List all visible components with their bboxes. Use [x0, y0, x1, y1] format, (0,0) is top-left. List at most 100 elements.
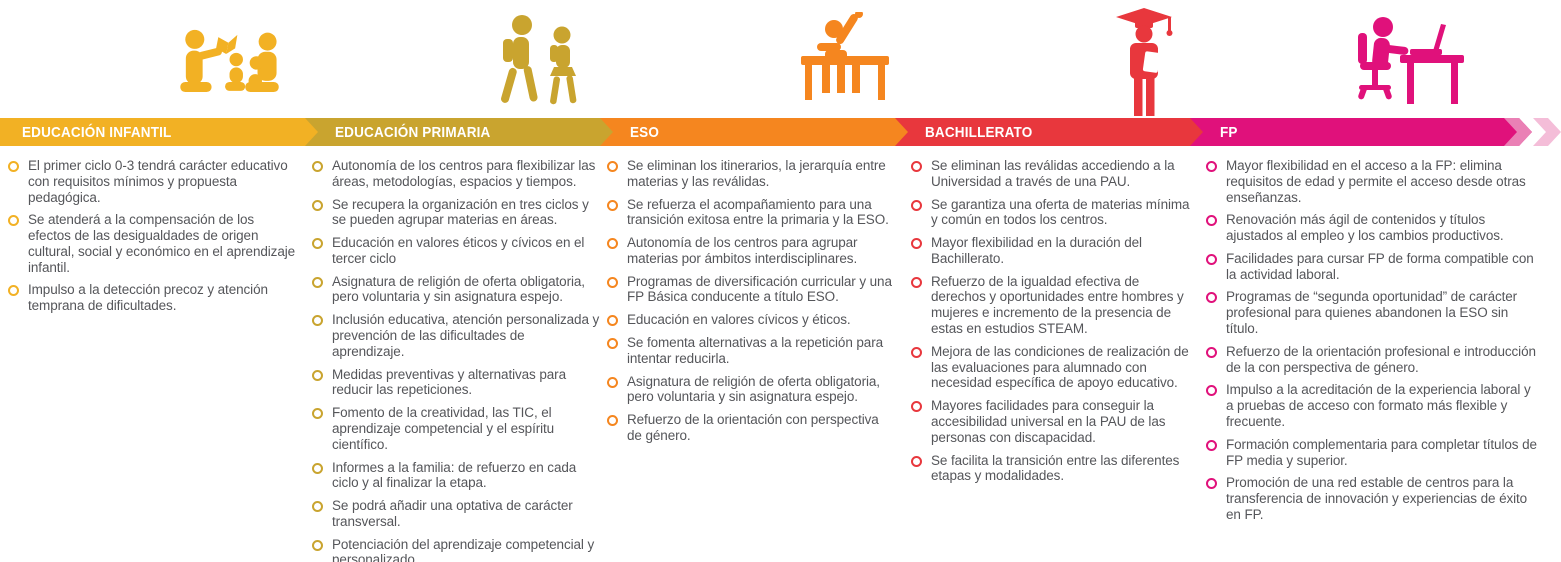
bullet-item: Informes a la familia: de refuerzo en ca… — [312, 460, 600, 492]
stage-banner-fp: FP — [1190, 118, 1532, 146]
bullet-text: Mejora de las condiciones de realización… — [931, 343, 1189, 391]
bullet-item: Programas de “segunda oportunidad” de ca… — [1206, 289, 1541, 336]
bullet-item: Asignatura de religión de oferta obligat… — [312, 274, 600, 306]
bullet-item: Refuerzo de la igualdad efectiva de dere… — [911, 274, 1193, 337]
bullet-ring-icon — [607, 161, 618, 172]
bullet-ring-icon — [312, 161, 323, 172]
bullet-ring-icon — [1206, 215, 1217, 227]
worker-laptop-desk-icon — [1352, 16, 1470, 118]
bullet-text: Autonomía de los centros para flexibiliz… — [332, 158, 596, 189]
bullet-text: Se eliminan los itinerarios, la jerarquí… — [627, 158, 886, 189]
bullet-text: El primer ciclo 0-3 tendrá carácter educ… — [28, 158, 288, 205]
bullet-ring-icon — [1206, 253, 1217, 265]
bullet-text: Impulso a la detección precoz y atención… — [28, 282, 268, 314]
bullet-item: Mayor flexibilidad en el acceso a la FP:… — [1206, 158, 1541, 205]
walking-students-icon — [492, 14, 587, 118]
bullet-text: Impulso a la acreditación de la experien… — [1226, 382, 1531, 429]
bullet-ring-icon — [911, 238, 922, 250]
bullet-text: Medidas preventivas y alternativas para … — [332, 366, 566, 398]
bullet-text: Formación complementaria para completar … — [1226, 436, 1537, 468]
bullet-text: Mayor flexibilidad en la duración del Ba… — [931, 235, 1142, 266]
student-raising-hand-desk-icon — [795, 12, 895, 118]
bullet-text: Mayor flexibilidad en el acceso a la FP:… — [1226, 158, 1526, 205]
bullet-item: Se podrá añadir una optativa de carácter… — [312, 498, 600, 530]
bullet-ring-icon — [607, 238, 618, 250]
bullet-text: Se refuerza el acompañamiento para una t… — [627, 196, 889, 228]
stage-banner-eso: ESO — [600, 118, 943, 146]
bullet-ring-icon — [911, 199, 922, 211]
bullet-ring-icon — [1206, 346, 1217, 358]
bullet-ring-icon — [911, 401, 922, 413]
stage-banner-bachillerato: BACHILLERATO — [895, 118, 1238, 146]
bullet-item: Educación en valores cívicos y éticos. — [607, 312, 897, 328]
bullet-ring-icon — [312, 462, 323, 474]
column-infantil: El primer ciclo 0-3 tendrá carácter educ… — [8, 158, 300, 321]
bullet-ring-icon — [911, 161, 922, 172]
bullet-ring-icon — [607, 199, 618, 211]
bullet-ring-icon — [607, 338, 618, 350]
bullet-text: Mayores facilidades para conseguir la ac… — [931, 398, 1166, 445]
bullet-text: Facilidades para cursar FP de forma comp… — [1226, 250, 1534, 282]
bullet-item: Se recupera la organización en tres cicl… — [312, 197, 600, 229]
bullet-text: Se recupera la organización en tres cicl… — [332, 196, 589, 228]
bullet-item: Impulso a la acreditación de la experien… — [1206, 382, 1541, 429]
bullet-ring-icon — [1206, 439, 1217, 451]
bullet-ring-icon — [8, 161, 19, 172]
bullet-item: Refuerzo de la orientación con perspecti… — [607, 412, 897, 444]
bullet-text: Refuerzo de la igualdad efectiva de dere… — [931, 273, 1184, 337]
teacher-reading-children-icon — [178, 28, 290, 118]
bullet-item: Mayor flexibilidad en la duración del Ba… — [911, 235, 1193, 267]
column-bachillerato: Se eliminan las reválidas accediendo a l… — [911, 158, 1193, 491]
bullet-text: Se podrá añadir una optativa de carácter… — [332, 498, 573, 529]
bullet-item: Se garantiza una oferta de materias míni… — [911, 197, 1193, 229]
graduate-icon — [1108, 8, 1180, 118]
bullet-ring-icon — [1206, 478, 1217, 490]
bullet-item: Inclusión educativa, atención personaliz… — [312, 312, 600, 359]
bullet-ring-icon — [607, 415, 618, 427]
column-fp: Mayor flexibilidad en el acceso a la FP:… — [1206, 158, 1541, 530]
bullet-item: Fomento de la creatividad, las TIC, el a… — [312, 405, 600, 452]
bullet-text: Se atenderá a la compensación de los efe… — [28, 212, 296, 275]
stage-title: ESO — [630, 123, 660, 141]
bullet-item: Mayores facilidades para conseguir la ac… — [911, 398, 1193, 445]
bullet-text: Educación en valores cívicos y éticos. — [627, 312, 851, 328]
bullet-text: Se eliminan las reválidas accediendo a l… — [931, 158, 1175, 189]
bullet-item: Se facilita la transición entre las dife… — [911, 453, 1193, 485]
bullet-ring-icon — [312, 539, 323, 551]
bullet-item: Mejora de las condiciones de realización… — [911, 344, 1193, 391]
bullet-ring-icon — [312, 276, 323, 288]
bullet-ring-icon — [607, 376, 618, 388]
bullet-item: Formación complementaria para completar … — [1206, 437, 1541, 469]
bullet-text: Autonomía de los centros para agrupar ma… — [627, 235, 858, 266]
bullet-item: Impulso a la detección precoz y atención… — [8, 282, 300, 314]
bullet-item: Se eliminan las reválidas accediendo a l… — [911, 158, 1193, 190]
bullet-ring-icon — [1206, 161, 1217, 172]
stage-banner-primaria: EDUCACIÓN PRIMARIA — [305, 118, 648, 146]
stage-banner-infantil: EDUCACIÓN INFANTIL — [0, 118, 340, 146]
stage-title: FP — [1220, 123, 1238, 141]
bullet-text: Asignatura de religión de oferta obligat… — [332, 273, 585, 305]
bullet-text: Programas de “segunda oportunidad” de ca… — [1226, 289, 1518, 337]
bullet-item: Se fomenta alternativas a la repetición … — [607, 335, 897, 367]
bullet-text: Refuerzo de la orientación con perspecti… — [627, 412, 879, 443]
bullet-ring-icon — [312, 199, 323, 211]
bullet-text: Informes a la familia: de refuerzo en ca… — [332, 459, 577, 491]
bullet-ring-icon — [8, 285, 19, 297]
bullet-ring-icon — [911, 276, 922, 288]
stage-title: EDUCACIÓN PRIMARIA — [335, 123, 491, 141]
bullet-ring-icon — [911, 346, 922, 358]
bullet-text: Educación en valores éticos y cívicos en… — [332, 235, 585, 266]
bullet-text: Renovación más ágil de contenidos y títu… — [1226, 212, 1504, 244]
bullet-ring-icon — [312, 501, 323, 513]
bullet-text: Se facilita la transición entre las dife… — [931, 452, 1180, 484]
bullet-item: Facilidades para cursar FP de forma comp… — [1206, 251, 1541, 283]
bullet-text: Potenciación del aprendizaje competencia… — [332, 536, 595, 562]
bullet-item: Promoción de una red estable de centros … — [1206, 475, 1541, 522]
bullet-item: Autonomía de los centros para flexibiliz… — [312, 158, 600, 190]
bullet-ring-icon — [607, 276, 618, 288]
bullet-ring-icon — [312, 408, 323, 420]
bullet-item: Se eliminan los itinerarios, la jerarquí… — [607, 158, 897, 190]
bullet-item: Autonomía de los centros para agrupar ma… — [607, 235, 897, 267]
bullet-text: Inclusión educativa, atención personaliz… — [332, 312, 600, 359]
